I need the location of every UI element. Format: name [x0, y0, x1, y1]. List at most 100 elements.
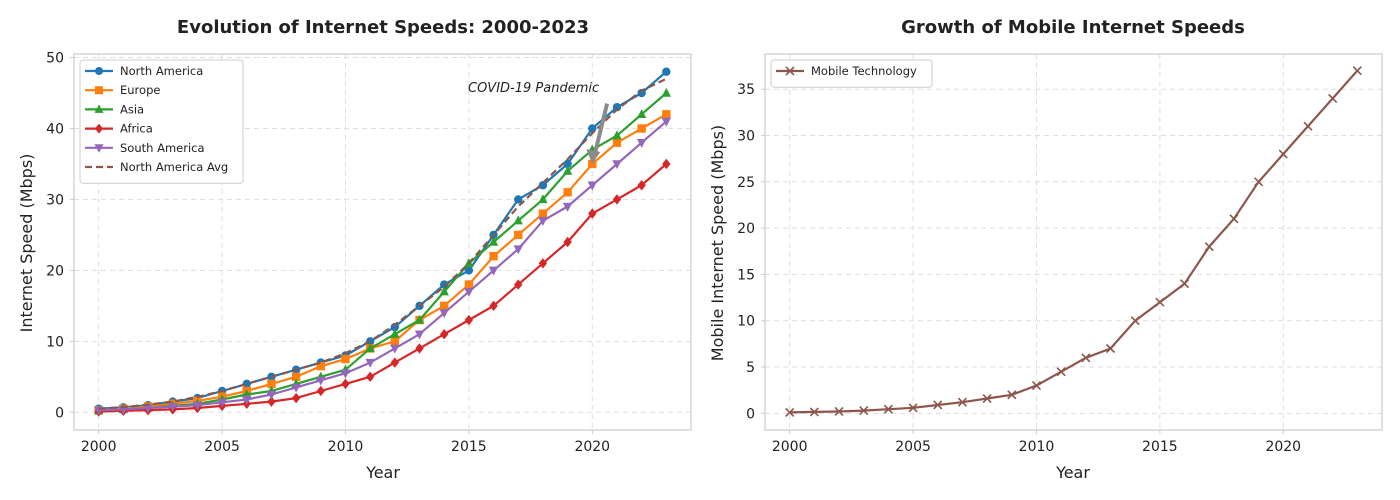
data-point-marker	[95, 67, 103, 75]
y-tick-label: 35	[737, 82, 755, 98]
data-point-marker	[192, 401, 203, 411]
data-point-marker	[168, 402, 178, 412]
data-point-marker	[439, 286, 449, 296]
data-point-marker	[587, 181, 597, 191]
data-point-marker	[538, 181, 548, 190]
data-point-marker	[414, 330, 425, 340]
y-tick-label: 10	[737, 314, 755, 330]
y-tick-label: 10	[46, 334, 64, 350]
marker-stroke	[859, 405, 869, 416]
data-point-marker	[612, 160, 622, 170]
data-point-marker	[95, 123, 103, 134]
marker-stroke	[883, 404, 893, 414]
data-point-marker	[464, 280, 474, 289]
marker-stroke	[957, 397, 968, 407]
data-point-marker	[538, 258, 548, 269]
marker-stroke	[982, 393, 992, 404]
annotation-text: COVID-19 Pandemic	[468, 81, 599, 96]
series-line	[98, 163, 668, 413]
y-tick-label: 50	[46, 51, 64, 67]
y-tick-label: 30	[46, 192, 64, 208]
data-point-marker	[266, 390, 277, 400]
series-line	[98, 92, 668, 412]
data-point-marker	[464, 287, 474, 297]
legend-label: South America	[120, 141, 205, 155]
data-point-marker	[365, 371, 375, 382]
data-point-marker	[390, 329, 400, 338]
data-point-marker	[538, 217, 548, 226]
data-point-marker	[464, 314, 474, 326]
data-point-marker	[390, 344, 400, 354]
marker-stroke	[785, 66, 795, 76]
data-point-marker	[440, 301, 449, 311]
data-point-marker	[662, 67, 671, 76]
data-point-marker	[636, 138, 647, 148]
data-point-marker	[1229, 214, 1239, 224]
data-point-marker	[94, 144, 104, 153]
tick-labels: 2000 2005 2010 2015 2020 0 10 20 30 40 50	[46, 51, 610, 455]
y-tick-label: 20	[737, 221, 755, 237]
data-point-marker	[514, 279, 523, 290]
chart-title: Growth of Mobile Internet Speeds	[901, 17, 1245, 38]
x-tick-label: 2020	[1265, 439, 1301, 455]
x-axis-label: Year	[1055, 463, 1090, 482]
data-point-marker	[1352, 66, 1362, 76]
data-point-marker	[1007, 390, 1017, 400]
marker-stroke	[809, 407, 819, 417]
data-point-marker	[933, 400, 943, 410]
legend-label: Asia	[120, 102, 144, 116]
marker-stroke	[1081, 353, 1091, 363]
data-point-marker	[390, 337, 400, 346]
data-point-marker	[513, 245, 523, 255]
data-point-marker	[538, 194, 548, 204]
series-line	[789, 69, 1359, 414]
grid	[765, 54, 1382, 430]
data-point-marker	[661, 117, 672, 127]
data-point-marker	[291, 383, 301, 393]
data-point-marker	[538, 209, 548, 218]
data-point-marker	[1031, 380, 1042, 391]
legend-label: Africa	[120, 122, 153, 136]
data-point-marker	[883, 404, 893, 414]
legend-label: North America	[120, 64, 203, 78]
marker-stroke	[785, 407, 795, 417]
data-point-marker	[291, 392, 301, 404]
data-point-marker	[316, 361, 325, 371]
data-point-marker	[662, 158, 671, 170]
data-point-marker	[612, 194, 622, 205]
data-point-marker	[785, 66, 795, 76]
x-tick-label: 2010	[1019, 439, 1055, 455]
annotation-arrow-head	[586, 148, 601, 164]
data-point-marker	[1278, 149, 1288, 159]
series-mobile-technology	[785, 66, 1362, 417]
data-point-marker	[414, 314, 425, 324]
data-point-marker	[95, 86, 103, 95]
data-point-marker	[908, 403, 918, 413]
y-tick-label: 40	[46, 121, 64, 137]
data-point-marker	[563, 236, 572, 248]
data-point-marker	[809, 407, 819, 417]
legend-item: Europe	[85, 83, 160, 97]
marker-stroke	[1204, 242, 1214, 252]
series-lines	[785, 66, 1362, 417]
data-point-marker	[562, 202, 573, 212]
data-point-marker	[661, 87, 672, 97]
data-point-marker	[785, 407, 795, 417]
plot-frame	[764, 53, 1383, 431]
data-point-marker	[415, 343, 424, 354]
marker-stroke	[1031, 380, 1042, 391]
data-point-marker	[637, 180, 646, 191]
data-point-marker	[365, 358, 375, 368]
data-point-marker	[588, 124, 597, 133]
marker-stroke	[908, 403, 918, 413]
legend-item: Mobile Technology	[776, 64, 917, 78]
annotation-arrow-shaft	[593, 103, 610, 153]
chart-mobile-speeds: Growth of Mobile Internet Speeds Year Mo…	[708, 17, 1383, 482]
data-point-marker	[563, 188, 572, 197]
data-point-marker	[957, 397, 968, 407]
data-point-marker	[267, 379, 276, 389]
data-point-marker	[316, 385, 325, 397]
y-axis-label: Mobile Internet Speed (Mbps)	[708, 125, 727, 361]
marker-stroke	[834, 406, 844, 417]
annotation: COVID-19 Pandemic	[468, 81, 610, 164]
